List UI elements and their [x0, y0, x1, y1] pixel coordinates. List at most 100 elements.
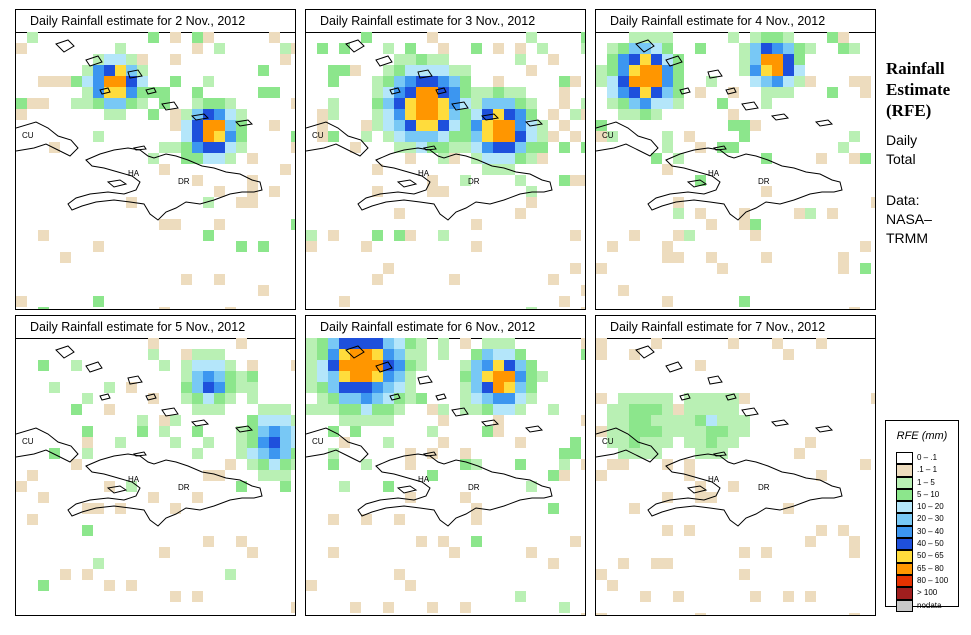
bahamas-island-outline — [770, 419, 790, 427]
rainfall-cell — [214, 142, 225, 153]
rainfall-cell — [662, 142, 673, 153]
rainfall-cell — [225, 393, 236, 404]
rainfall-cell — [82, 426, 93, 437]
rainfall-cell — [728, 338, 739, 349]
rainfall-cell — [504, 120, 515, 131]
rainfall-cell — [394, 338, 405, 349]
rainfall-cell — [629, 98, 640, 109]
bahamas-island-outline — [417, 375, 433, 385]
rainfall-cell — [548, 131, 559, 142]
rainfall-cell — [581, 43, 585, 54]
rainfall-cell — [350, 393, 361, 404]
rainfall-cell — [717, 448, 728, 459]
rainfall-cell — [214, 43, 225, 54]
rainfall-cell — [640, 393, 651, 404]
rainfall-cell — [526, 32, 537, 43]
rainfall-cell — [559, 142, 570, 153]
rainfall-cell — [482, 142, 493, 153]
rainfall-cell — [581, 98, 585, 109]
rainfall-cell — [504, 360, 515, 371]
rainfall-cell — [471, 393, 482, 404]
rainfall-cell — [405, 393, 416, 404]
rainfall-map: CU HA DR — [596, 32, 875, 309]
rainfall-cell — [383, 109, 394, 120]
rainfall-cell — [816, 525, 827, 536]
rainfall-cell — [695, 142, 706, 153]
tortuga-island-outline — [132, 451, 147, 457]
rainfall-cell — [640, 448, 651, 459]
rfe-panel-nov-7: Daily Rainfall estimate for 7 Nov., 2012… — [595, 315, 876, 616]
rainfall-cell — [504, 382, 515, 393]
rainfall-cell — [247, 393, 258, 404]
rainfall-cell — [717, 98, 728, 109]
rainfall-cell — [361, 349, 372, 360]
rainfall-cell — [618, 109, 629, 120]
rainfall-cell — [515, 98, 526, 109]
rainfall-cell — [203, 142, 214, 153]
rainfall-cell — [728, 426, 739, 437]
rainfall-cell — [629, 76, 640, 87]
rainfall-cell — [82, 437, 93, 448]
rainfall-cell — [695, 87, 706, 98]
cuba-label: CU — [22, 131, 34, 140]
rainfall-cell — [383, 437, 394, 448]
rainfall-cell — [427, 470, 438, 481]
rainfall-cell — [717, 404, 728, 415]
rainfall-cell — [236, 197, 247, 208]
rainfall-cell — [405, 230, 416, 241]
rainfall-cell — [71, 98, 82, 109]
rainfall-cell — [16, 98, 27, 109]
rainfall-cell — [416, 142, 427, 153]
rainfall-cell — [772, 338, 783, 349]
rainfall-cell — [526, 382, 537, 393]
rainfall-cell — [383, 393, 394, 404]
rainfall-cell — [247, 437, 258, 448]
bahamas-island-outline — [665, 55, 683, 67]
bahamas-island-outline — [707, 375, 723, 385]
bahamas-island-outline — [389, 393, 401, 401]
rainfall-cell — [71, 76, 82, 87]
rainfall-cell — [607, 404, 618, 415]
rainfall-cell — [394, 142, 405, 153]
rainfall-cell — [482, 98, 493, 109]
rainfall-cell — [38, 98, 49, 109]
rainfall-cell — [662, 76, 673, 87]
rainfall-cell — [247, 459, 258, 470]
rainfall-cell — [493, 142, 504, 153]
rainfall-cell — [695, 426, 706, 437]
rainfall-cell — [159, 219, 170, 230]
rainfall-cell — [405, 360, 416, 371]
rainfall-cell — [427, 98, 438, 109]
rainfall-cell — [618, 415, 629, 426]
rainfall-cell — [607, 437, 618, 448]
rainfall-cell — [405, 382, 416, 393]
rainfall-cell — [783, 43, 794, 54]
rainfall-cell — [629, 230, 640, 241]
rainfall-cell — [258, 404, 269, 415]
rainfall-cell — [383, 263, 394, 274]
legend-item: 50 – 65 — [896, 550, 952, 563]
rainfall-cell — [629, 349, 640, 360]
rainfall-cell — [236, 481, 247, 492]
rainfall-cell — [372, 382, 383, 393]
rainfall-cell — [361, 241, 372, 252]
rainfall-cell — [739, 219, 750, 230]
rainfall-cell — [739, 43, 750, 54]
rainfall-cell — [192, 404, 203, 415]
rainfall-cell — [460, 382, 471, 393]
rainfall-map: CU HA DR — [596, 338, 875, 615]
rainfall-cell — [504, 404, 515, 415]
rainfall-cell — [383, 43, 394, 54]
period-label: Daily Total — [886, 131, 917, 169]
rainfall-cell — [739, 393, 750, 404]
dominican-republic-label: DR — [468, 177, 480, 186]
rainfall-cell — [214, 120, 225, 131]
legend-label: > 100 — [917, 588, 938, 598]
rainfall-cell — [291, 426, 295, 437]
rainfall-cell — [559, 76, 570, 87]
rainfall-cell — [493, 87, 504, 98]
bahamas-island-outline — [85, 361, 103, 373]
bahamas-island-outline — [451, 407, 469, 417]
rainfall-cell — [607, 43, 618, 54]
rainfall-cell — [596, 263, 607, 274]
